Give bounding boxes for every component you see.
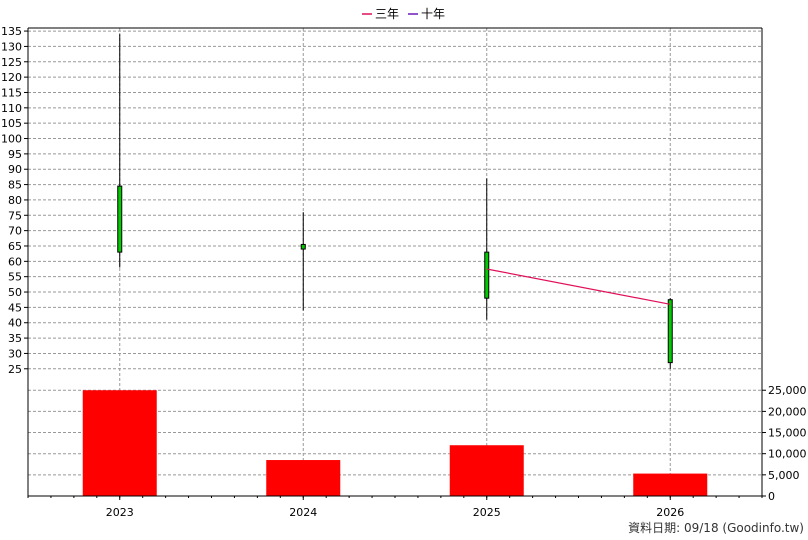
price-tick-label: 70 bbox=[8, 225, 22, 238]
price-tick-label: 120 bbox=[1, 71, 22, 84]
candle-body bbox=[300, 243, 306, 250]
price-tick-label: 130 bbox=[1, 40, 22, 53]
category-tick-label: 2026 bbox=[656, 506, 684, 519]
price-tick-label: 30 bbox=[8, 347, 22, 360]
category-tick-label: 2024 bbox=[289, 506, 317, 519]
price-tick-label: 60 bbox=[8, 255, 22, 268]
candle-body bbox=[484, 251, 490, 299]
price-tick-label: 80 bbox=[8, 194, 22, 207]
price-tick-label: 75 bbox=[8, 209, 22, 222]
price-tick-label: 50 bbox=[8, 286, 22, 299]
series-line bbox=[486, 268, 671, 305]
legend: 三年 十年 bbox=[362, 7, 445, 21]
price-tick-label: 110 bbox=[1, 102, 22, 115]
volume-bar bbox=[633, 473, 708, 496]
candle-body bbox=[667, 299, 673, 364]
volume-bar bbox=[449, 445, 524, 496]
price-tick-label: 90 bbox=[8, 163, 22, 176]
volume-tick-label: 0 bbox=[768, 490, 775, 503]
price-tick-label: 100 bbox=[1, 133, 22, 146]
category-tick-label: 2025 bbox=[473, 506, 501, 519]
credit-text: 資料日期: 09/18 (Goodinfo.tw) bbox=[628, 521, 804, 535]
legend-label: 十年 bbox=[421, 7, 445, 21]
candles bbox=[117, 34, 673, 369]
price-tick-label: 125 bbox=[1, 56, 22, 69]
volume-tick-label: 25,000 bbox=[768, 384, 807, 397]
volume-tick-label: 15,000 bbox=[768, 427, 807, 440]
price-tick-label: 55 bbox=[8, 271, 22, 284]
lines bbox=[486, 268, 671, 305]
price-tick-label: 25 bbox=[8, 363, 22, 376]
volume-tick-label: 10,000 bbox=[768, 448, 807, 461]
volume-bars bbox=[82, 390, 708, 496]
price-tick-label: 135 bbox=[1, 25, 22, 38]
ticks: 25 30 35 40 45 50 55 60 65 70 75 80 85 90 95 100 105 110 1… bbox=[1, 25, 807, 519]
volume-bar bbox=[266, 460, 341, 496]
volume-tick-label: 5,000 bbox=[768, 469, 800, 482]
grid bbox=[28, 28, 762, 496]
volume-tick-label: 20,000 bbox=[768, 405, 807, 418]
price-tick-label: 115 bbox=[1, 86, 22, 99]
price-tick-label: 105 bbox=[1, 117, 22, 130]
price-tick-label: 45 bbox=[8, 301, 22, 314]
candle-body bbox=[117, 185, 123, 253]
legend-label: 三年 bbox=[375, 7, 399, 21]
price-tick-label: 95 bbox=[8, 148, 22, 161]
price-tick-label: 85 bbox=[8, 179, 22, 192]
price-tick-label: 35 bbox=[8, 332, 22, 345]
volume-bar bbox=[82, 390, 157, 496]
category-tick-label: 2023 bbox=[106, 506, 134, 519]
price-tick-label: 40 bbox=[8, 317, 22, 330]
price-tick-label: 65 bbox=[8, 240, 22, 253]
